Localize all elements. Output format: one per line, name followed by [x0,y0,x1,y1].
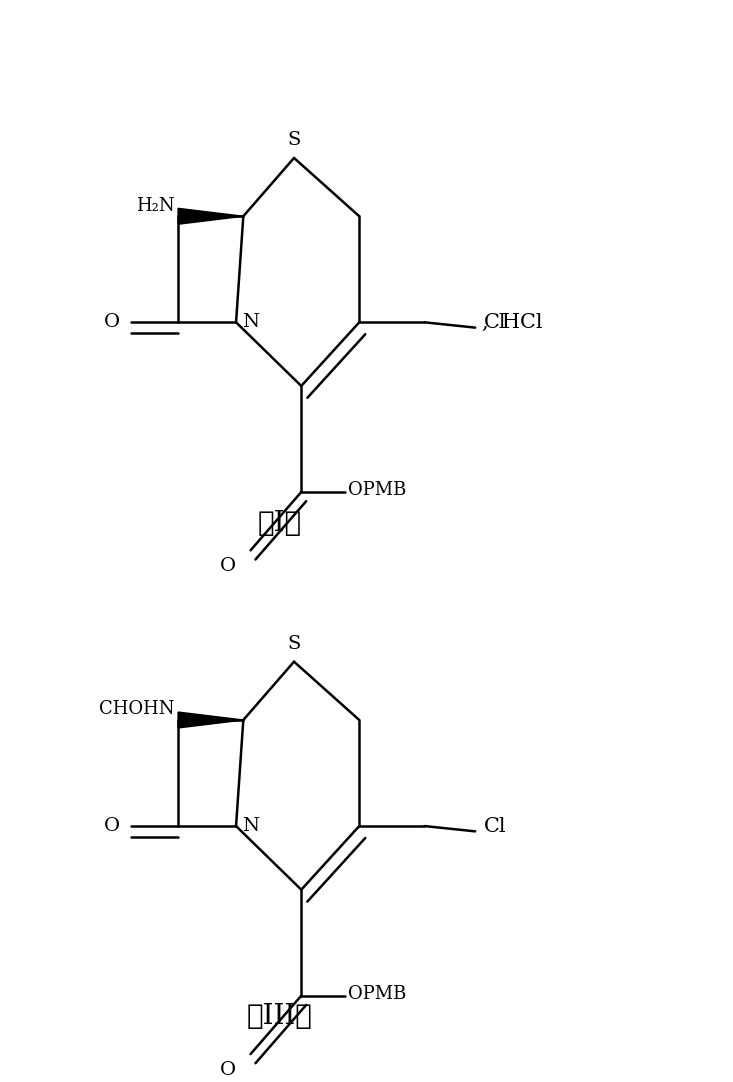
Text: OPMB: OPMB [348,985,407,1003]
Text: O: O [220,1061,236,1079]
Polygon shape [178,712,243,728]
Text: （III）: （III） [246,1003,312,1030]
Text: OPMB: OPMB [348,480,407,499]
Text: N: N [242,314,259,331]
Text: ,  HCl: , HCl [482,313,543,332]
Text: O: O [104,817,120,835]
Text: O: O [104,314,120,331]
Text: Cl: Cl [484,313,507,332]
Text: S: S [287,131,301,149]
Text: O: O [220,557,236,576]
Polygon shape [178,209,243,224]
Text: （I）: （I） [257,511,301,538]
Text: N: N [242,817,259,835]
Text: H₂N: H₂N [136,197,174,214]
Text: Cl: Cl [484,817,507,835]
Text: CHOHN: CHOHN [99,700,174,718]
Text: S: S [287,635,301,654]
